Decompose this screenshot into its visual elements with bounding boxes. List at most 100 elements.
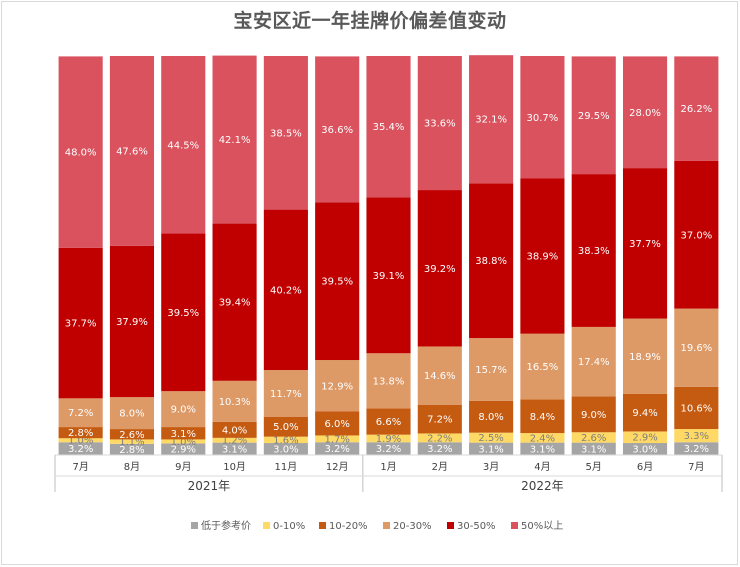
bar-segment	[315, 202, 360, 361]
legend-label: 低于参考价	[201, 519, 251, 532]
data-label: 3.1%	[581, 444, 606, 455]
bar-segment	[161, 443, 206, 455]
legend-label: 20-30%	[393, 521, 432, 532]
bar-segment	[520, 399, 565, 434]
x-tick-label: 7月	[72, 461, 88, 473]
data-label: 1.6%	[273, 435, 298, 446]
bar-segment	[571, 442, 616, 455]
data-label: 5.0%	[273, 422, 298, 433]
bar-segment	[315, 435, 360, 443]
data-label: 26.2%	[680, 104, 712, 115]
data-label: 33.6%	[424, 119, 456, 130]
data-label: 3.2%	[68, 444, 93, 455]
data-label: 2.9%	[171, 445, 196, 456]
data-label: 47.6%	[116, 146, 148, 157]
bar-segment	[417, 442, 462, 455]
legend: 低于参考价 0-10% 10-20% 20-30% 30-50% 50%以上	[191, 519, 563, 532]
bar-segment	[366, 442, 411, 455]
bar-segment	[417, 190, 462, 347]
bar-segment	[622, 393, 668, 432]
legend-label: 10-20%	[329, 521, 368, 532]
data-label: 8.0%	[478, 412, 503, 423]
legend-swatch	[319, 522, 326, 529]
bar-segment	[571, 174, 616, 327]
data-label: 3.2%	[684, 444, 709, 455]
bar-segment	[263, 370, 308, 417]
data-label: 3.2%	[376, 444, 401, 455]
bar-segment	[622, 56, 668, 169]
x-tick-label: 2月	[432, 461, 448, 473]
bar-segment	[161, 427, 206, 440]
data-label: 36.6%	[321, 125, 353, 136]
data-label: 4.0%	[222, 425, 247, 436]
data-label: 2.6%	[581, 433, 606, 444]
bar-segment	[622, 443, 668, 455]
x-tick-label: 8月	[124, 461, 140, 473]
bar-segment	[520, 442, 565, 455]
x-tick-label: 9月	[175, 461, 191, 473]
bar-segment	[469, 400, 514, 433]
data-label: 3.0%	[632, 445, 657, 456]
bar-segment	[520, 56, 565, 179]
data-label: 6.6%	[376, 417, 401, 428]
bar-segment	[161, 391, 206, 428]
bar-segment	[520, 333, 565, 400]
bar-segment	[212, 380, 257, 422]
data-label: 38.8%	[475, 256, 507, 267]
data-label: 37.0%	[680, 230, 712, 241]
x-tick-label: 4月	[534, 461, 550, 473]
bar-segment	[109, 245, 155, 398]
bar-segment	[520, 178, 565, 334]
data-label: 30.7%	[527, 113, 559, 124]
bar-segment	[674, 386, 719, 430]
data-label: 40.2%	[270, 285, 302, 296]
x-tick-label: 6月	[637, 461, 653, 473]
x-tick-label: 5月	[586, 461, 602, 473]
data-label: 9.0%	[171, 405, 196, 416]
data-label: 2.8%	[119, 445, 144, 456]
data-label: 1.1%	[119, 437, 144, 448]
data-label: 16.5%	[527, 362, 559, 373]
bar-segment	[674, 56, 719, 161]
data-label: 2.2%	[427, 433, 452, 444]
bar-segment	[58, 398, 103, 428]
bar-segment	[315, 411, 360, 436]
data-label: 6.0%	[324, 419, 349, 430]
data-label: 3.1%	[478, 444, 503, 455]
data-label: 3.1%	[171, 429, 196, 440]
bar-segment	[58, 427, 103, 439]
data-label: 8.0%	[119, 409, 144, 420]
data-label: 44.5%	[167, 140, 199, 151]
bar-segment	[417, 404, 462, 434]
data-label: 10.6%	[680, 403, 712, 414]
data-label: 38.5%	[270, 128, 302, 139]
bar-segment	[161, 233, 206, 392]
bar-segment	[109, 443, 155, 455]
bar-segment	[212, 55, 257, 224]
data-label: 3.2%	[427, 444, 452, 455]
bar-segment	[622, 168, 668, 319]
bar-segment	[212, 437, 257, 443]
bar-segment	[366, 56, 411, 198]
data-label: 19.6%	[680, 343, 712, 354]
data-label: 3.1%	[530, 444, 555, 455]
bar-segment	[109, 56, 155, 246]
legend-swatch	[447, 522, 454, 529]
bar-segment	[58, 247, 103, 399]
data-label: 2.5%	[478, 433, 503, 444]
bar-segment	[520, 433, 565, 443]
data-label: 1.7%	[324, 434, 349, 445]
data-label: 35.4%	[373, 122, 405, 133]
bar-segment	[366, 434, 411, 443]
bar-segment	[109, 439, 155, 444]
bar-segment	[161, 439, 206, 444]
bar-segment	[571, 326, 616, 397]
bar-segment	[622, 318, 668, 394]
data-label: 7.2%	[427, 415, 452, 426]
data-label: 1.0%	[68, 436, 93, 447]
data-label: 7.2%	[68, 408, 93, 419]
x-tick-label: 1月	[380, 461, 396, 473]
bar-area: 3.2%1.0%2.8%7.2%37.7%48.0%2.8%1.1%2.6%8.…	[58, 55, 719, 456]
data-label: 1.9%	[376, 434, 401, 445]
